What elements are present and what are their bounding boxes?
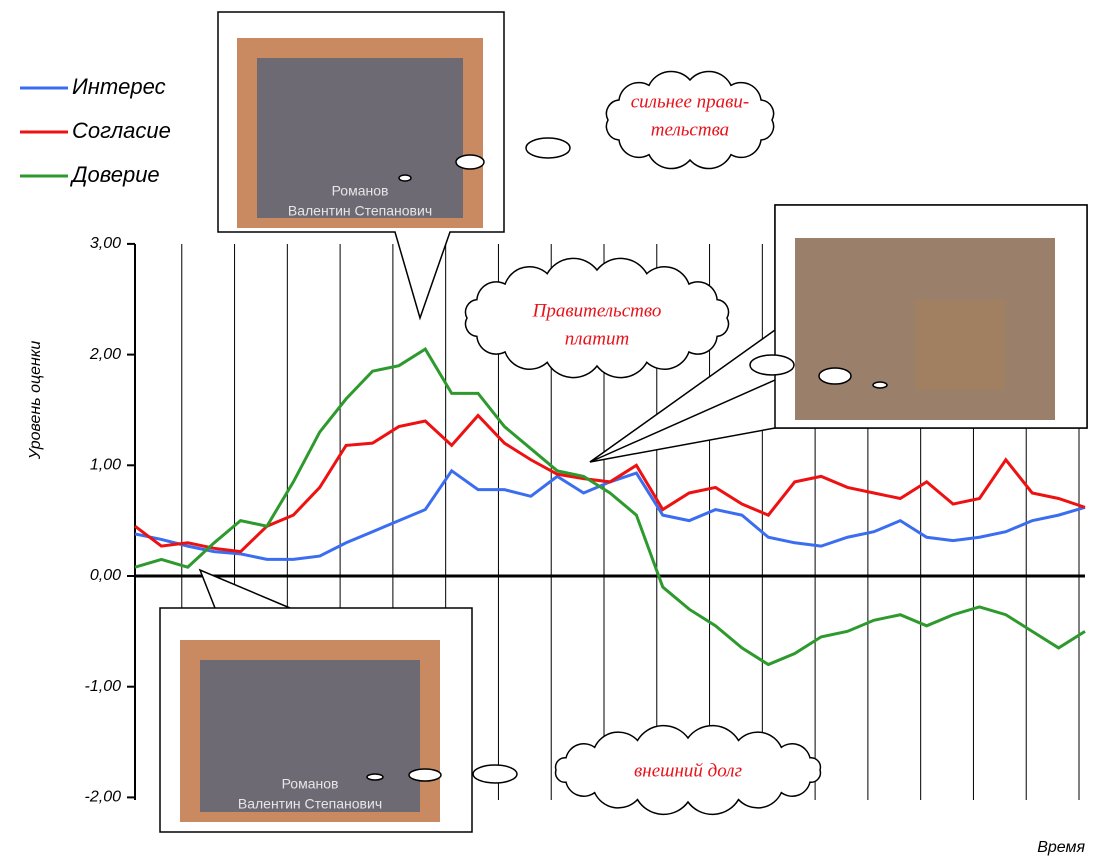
line-series	[134, 346, 1086, 667]
y-tick-label: 3,00	[90, 235, 121, 252]
video-caption: Валентин Степанович	[288, 203, 432, 219]
thought-bubble	[398, 174, 412, 182]
thought-bubble	[818, 367, 852, 385]
line-series	[134, 413, 1086, 554]
y-tick-label: 0,00	[90, 567, 121, 584]
video-screen	[257, 58, 463, 218]
thought-bubble	[408, 768, 442, 782]
video-screen	[200, 660, 420, 812]
thought-cloud	[605, 70, 775, 170]
legend-label: Согласие	[72, 118, 171, 143]
thought-bubble	[366, 773, 384, 781]
y-tick-label: -1,00	[85, 678, 122, 695]
legend-label: Интерес	[72, 74, 166, 99]
thought-bubble	[872, 381, 888, 389]
thought-bubble	[525, 137, 571, 159]
video-caption: Романов	[282, 776, 339, 792]
y-tick-label: 2,00	[89, 346, 121, 363]
annotation: Правительство	[532, 300, 662, 321]
legend-label: Доверие	[69, 162, 160, 187]
callout-pointer	[198, 568, 291, 609]
y-axis-label: Уровень оценки	[27, 341, 44, 461]
y-tick-label: 1,00	[90, 457, 121, 474]
annotation: сильнее прави-	[631, 91, 749, 112]
annotation: платит	[565, 328, 629, 349]
thought-bubble	[455, 154, 485, 170]
thought-cloud	[464, 257, 730, 379]
thought-cloud	[554, 724, 822, 816]
thought-bubble	[472, 764, 518, 784]
annotation: внешний долг	[634, 760, 742, 781]
x-axis-label: Время	[1037, 839, 1085, 856]
plot: -2,00 -1,00 0,00 1,00 2,00 3,00	[85, 235, 1086, 806]
callout-pointer	[589, 329, 776, 463]
video-caption: Романов	[332, 183, 389, 199]
video-screen	[915, 300, 1005, 390]
line-series	[134, 468, 1086, 561]
thought-bubble	[749, 354, 795, 376]
callouts: Романов Валентин Степанович Романов Валенти…	[159, 11, 1088, 833]
annotation: тельства	[651, 119, 729, 140]
y-tick-label: -2,00	[85, 789, 122, 806]
video-caption: Валентин Степанович	[238, 796, 382, 812]
legend: Интерес Согласие Доверие	[20, 74, 171, 187]
